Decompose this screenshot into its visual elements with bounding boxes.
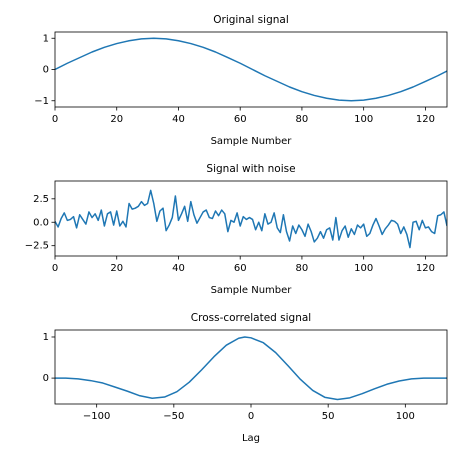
subplot-title: Cross-correlated signal <box>191 312 311 324</box>
x-tick-label: 0 <box>52 263 58 274</box>
x-tick-label: 100 <box>396 411 415 422</box>
x-tick-label: 60 <box>234 114 247 125</box>
y-tick-label: 0 <box>43 373 49 384</box>
x-tick-label: 0 <box>52 114 58 125</box>
x-axis-label: Sample Number <box>211 136 293 147</box>
y-tick-label: 2.5 <box>33 194 49 205</box>
x-tick-label: 120 <box>416 114 435 125</box>
subplot-title: Signal with noise <box>206 163 295 175</box>
axes-frame <box>54 31 448 108</box>
x-tick-label: 100 <box>354 114 373 125</box>
x-tick-label: 40 <box>172 263 185 274</box>
signal-line <box>55 189 447 249</box>
y-tick-label: 0.0 <box>33 217 49 228</box>
x-tick-label: 120 <box>416 263 435 274</box>
x-axis-label: Sample Number <box>211 285 293 296</box>
x-axis-label: Lag <box>242 433 260 444</box>
x-tick-label: 40 <box>172 114 185 125</box>
y-tick-label: 1 <box>43 332 49 343</box>
y-tick-label: −2.5 <box>25 241 49 252</box>
x-tick-label: 20 <box>110 114 123 125</box>
axes-frame <box>54 180 448 257</box>
axes-frame <box>54 329 448 405</box>
subplot-title: Original signal <box>213 14 288 26</box>
x-tick-label: 80 <box>296 114 309 125</box>
y-tick-label: 1 <box>43 33 49 44</box>
signal-line <box>55 37 447 102</box>
y-tick-label: 0 <box>43 65 49 76</box>
x-tick-label: 20 <box>110 263 123 274</box>
x-tick-label: −100 <box>83 411 110 422</box>
x-tick-label: 60 <box>234 263 247 274</box>
x-tick-label: 0 <box>248 411 254 422</box>
x-tick-label: 80 <box>296 263 309 274</box>
x-tick-label: 50 <box>322 411 335 422</box>
x-tick-label: 100 <box>354 263 373 274</box>
x-tick-label: −50 <box>163 411 184 422</box>
signal-line <box>55 336 447 401</box>
y-tick-label: −1 <box>34 96 49 107</box>
